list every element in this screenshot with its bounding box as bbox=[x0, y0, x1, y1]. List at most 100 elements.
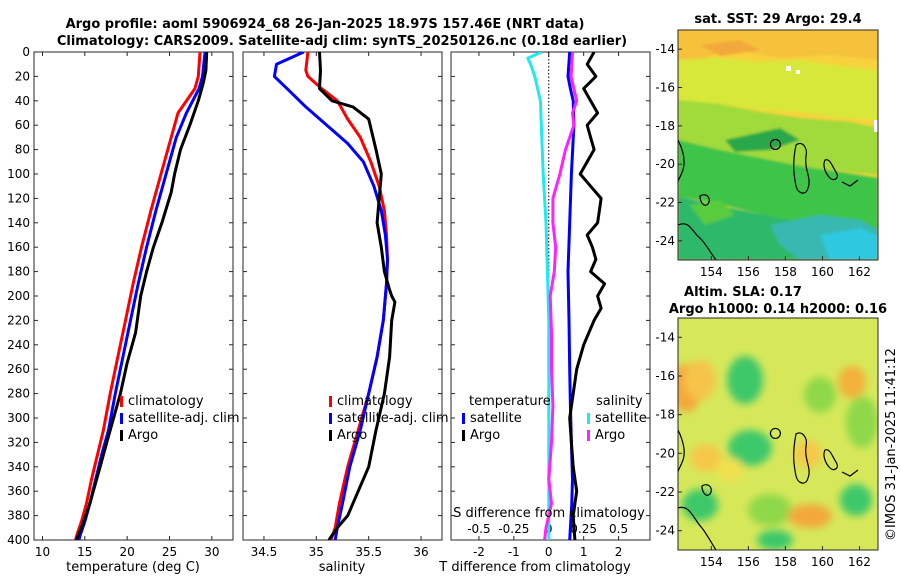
legend-swatch-satellite bbox=[120, 413, 123, 424]
s-tick-label: 0.25 bbox=[570, 522, 597, 536]
depth-tick-label: 20 bbox=[15, 69, 30, 83]
t-difference-xlabel: T difference from climatology bbox=[438, 560, 631, 575]
sla-map-ticks: 154 156 158 160 162 -14 -16 -18 -20 -22 -24 bbox=[655, 330, 871, 569]
lon-tick-label: 158 bbox=[774, 265, 797, 279]
lat-tick-label: -16 bbox=[655, 369, 675, 383]
legend-swatch-s-argo bbox=[587, 430, 590, 441]
depth-axis: 0 20 40 60 80 100 120 140 160 180 200 220 240 260 280 3… bbox=[7, 45, 650, 547]
legend-swatch-t-argo bbox=[462, 430, 465, 441]
legend-swatch-satellite bbox=[329, 413, 332, 424]
legend-label-climatology: climatology bbox=[337, 394, 413, 409]
depth-tick-label: 240 bbox=[7, 338, 30, 352]
temperature-legend: climatology satellite-adj. clim Argo bbox=[120, 394, 240, 443]
lon-tick-label: 162 bbox=[848, 555, 871, 569]
lat-tick-label: -14 bbox=[655, 42, 675, 56]
legend-swatch-t-satellite bbox=[462, 413, 465, 424]
lat-tick-label: -22 bbox=[655, 196, 675, 210]
series-line-argo bbox=[74, 52, 209, 540]
lon-tick-label: 154 bbox=[700, 555, 723, 569]
legend-label-s-satellite: satellite bbox=[595, 411, 647, 426]
depth-tick-label: 320 bbox=[7, 435, 30, 449]
depth-tick-label: 220 bbox=[7, 313, 30, 327]
series-line-t-satellite bbox=[566, 52, 576, 540]
depth-tick-label: 360 bbox=[7, 484, 30, 498]
legend-label-argo: Argo bbox=[337, 428, 367, 443]
depth-tick-label: 0 bbox=[22, 45, 30, 59]
legend-label-argo: Argo bbox=[128, 428, 158, 443]
sst-map-title: sat. SST: 29 Argo: 29.4 bbox=[694, 12, 861, 27]
argo-position-marker bbox=[769, 427, 782, 440]
legend-swatch-argo bbox=[120, 430, 123, 441]
depth-tick-label: 280 bbox=[7, 387, 30, 401]
lon-tick-label: 154 bbox=[700, 265, 723, 279]
sst-map-ticks: 154 156 158 160 162 -14 -16 -18 -20 -22 -24 bbox=[655, 42, 871, 279]
legend-swatch-argo bbox=[329, 430, 332, 441]
x-tick-label: 35.5 bbox=[355, 545, 382, 559]
salinity-legend: climatology satellite-adj. clim Argo bbox=[329, 394, 449, 443]
legend-swatch-climatology bbox=[329, 396, 332, 407]
s-tick-label: -0.5 bbox=[467, 522, 490, 536]
depth-tick-label: 120 bbox=[7, 191, 30, 205]
legend-label-s-argo: Argo bbox=[595, 428, 625, 443]
s-tick-label: -0.25 bbox=[498, 522, 529, 536]
x-tick-label: 15 bbox=[77, 545, 92, 559]
series-line-climatology bbox=[74, 52, 202, 540]
lat-tick-label: -18 bbox=[655, 408, 675, 422]
depth-tick-label: 340 bbox=[7, 460, 30, 474]
lat-tick-label: -24 bbox=[655, 524, 675, 538]
sla-map-field bbox=[678, 318, 878, 550]
depth-tick-label: 60 bbox=[15, 118, 30, 132]
lon-tick-label: 158 bbox=[774, 555, 797, 569]
temperature-lines bbox=[74, 52, 209, 540]
x-tick-label: 35 bbox=[309, 545, 324, 559]
x-tick-label: 30 bbox=[204, 545, 219, 559]
argo-position-marker bbox=[769, 138, 782, 151]
legend-title-temperature: temperature bbox=[469, 394, 551, 409]
salinity-x-axis: 34.5 35 35.5 36 bbox=[251, 52, 429, 559]
depth-tick-label: 140 bbox=[7, 216, 30, 230]
lat-tick-label: -24 bbox=[655, 234, 675, 248]
series-line-argo bbox=[318, 52, 397, 540]
copyright-stamp: ©IMOS 31-Jan-2025 11:41:12 bbox=[884, 348, 899, 541]
legend-swatch-climatology bbox=[120, 396, 123, 407]
lat-tick-label: -18 bbox=[655, 119, 675, 133]
salinity-lines bbox=[272, 52, 397, 540]
sla-map-title-line1: Altim. SLA: 0.17 bbox=[684, 285, 802, 300]
x-tick-label: 10 bbox=[35, 545, 50, 559]
temperature-axes bbox=[33, 51, 234, 541]
difference-legend: temperature satellite Argo salinity sate… bbox=[462, 394, 647, 443]
sla-map-axes bbox=[677, 317, 879, 551]
legend-label-climatology: climatology bbox=[128, 394, 204, 409]
depth-tick-label: 380 bbox=[7, 509, 30, 523]
depth-tick-label: 160 bbox=[7, 240, 30, 254]
figure-title-line2: Climatology: CARS2009. Satellite-adj cli… bbox=[57, 34, 627, 49]
x-tick-label: 2 bbox=[615, 545, 623, 559]
figure-title-line1: Argo profile: aoml 5906924_68 26-Jan-202… bbox=[66, 17, 585, 32]
temperature-xlabel: temperature (deg C) bbox=[66, 560, 200, 575]
series-line-s-satellite bbox=[526, 52, 551, 540]
legend-label-satellite: satellite-adj. clim bbox=[337, 411, 449, 426]
lon-tick-label: 162 bbox=[848, 265, 871, 279]
lat-tick-label: -20 bbox=[655, 446, 675, 460]
lat-tick-label: -20 bbox=[655, 157, 675, 171]
series-line-t-argo bbox=[568, 52, 607, 540]
salinity-axes bbox=[242, 51, 443, 541]
difference-lines bbox=[526, 52, 607, 540]
lat-tick-label: -16 bbox=[655, 81, 675, 95]
depth-tick-label: 80 bbox=[15, 143, 30, 157]
sla-map-title-line2: Argo h1000: 0.14 h2000: 0.16 bbox=[669, 302, 887, 317]
lat-tick-label: -22 bbox=[655, 485, 675, 499]
depth-tick-label: 260 bbox=[7, 362, 30, 376]
x-tick-label: 1 bbox=[580, 545, 588, 559]
x-tick-label: 25 bbox=[162, 545, 177, 559]
depth-tick-label: 400 bbox=[7, 533, 30, 547]
lon-tick-label: 160 bbox=[811, 555, 834, 569]
legend-label-t-satellite: satellite bbox=[470, 411, 522, 426]
salinity-xlabel: salinity bbox=[319, 560, 366, 575]
lon-tick-label: 160 bbox=[811, 265, 834, 279]
temperature-x-axis: 10 15 20 25 30 bbox=[35, 52, 219, 559]
s-tick-label: 0.5 bbox=[609, 522, 628, 536]
depth-tick-label: 40 bbox=[15, 94, 30, 108]
x-tick-label: 20 bbox=[120, 545, 135, 559]
